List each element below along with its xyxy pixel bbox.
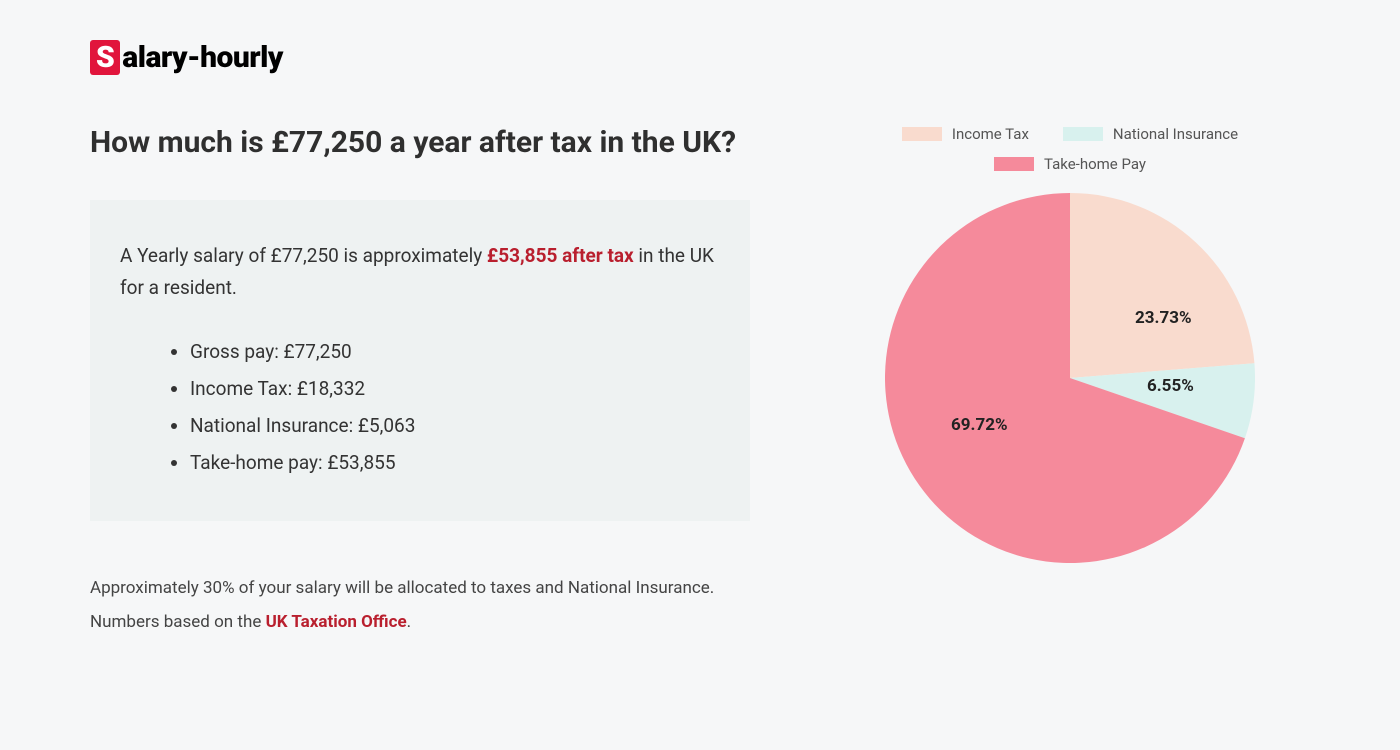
slice-label: 6.55% — [1147, 376, 1194, 396]
slice-label: 23.73% — [1135, 308, 1192, 328]
legend-label: National Insurance — [1113, 125, 1238, 143]
pie-svg — [885, 193, 1255, 563]
legend-label: Income Tax — [952, 125, 1029, 143]
breakdown-list: Gross pay: £77,250 Income Tax: £18,332 N… — [120, 333, 720, 481]
legend-swatch — [1063, 127, 1103, 141]
site-logo: Salary-hourly — [90, 40, 1310, 75]
pie-chart: 23.73% 6.55% 69.72% — [885, 193, 1255, 563]
footnote-line2-prefix: Numbers based on the — [90, 612, 266, 632]
list-item: Income Tax: £18,332 — [190, 370, 720, 407]
footnote: Approximately 30% of your salary will be… — [90, 571, 750, 639]
legend-item: National Insurance — [1063, 125, 1238, 143]
logo-badge: S — [90, 40, 120, 75]
summary-prefix: A Yearly salary of £77,250 is approximat… — [120, 244, 487, 267]
summary-highlight: £53,855 after tax — [487, 244, 634, 267]
footnote-line1: Approximately 30% of your salary will be… — [90, 578, 714, 598]
logo-text: alary-hourly — [122, 40, 283, 75]
legend-label: Take-home Pay — [1044, 155, 1146, 173]
list-item: Take-home pay: £53,855 — [190, 444, 720, 481]
list-item: Gross pay: £77,250 — [190, 333, 720, 370]
legend-swatch — [994, 157, 1034, 171]
page-title: How much is £77,250 a year after tax in … — [90, 125, 750, 160]
legend-swatch — [902, 127, 942, 141]
summary-box: A Yearly salary of £77,250 is approximat… — [90, 200, 750, 521]
left-column: How much is £77,250 a year after tax in … — [90, 125, 750, 639]
tax-office-link[interactable]: UK Taxation Office — [266, 612, 407, 632]
footnote-line2-suffix: . — [407, 612, 411, 632]
legend-item: Income Tax — [902, 125, 1029, 143]
chart-column: Income Tax National Insurance Take-home … — [830, 125, 1310, 639]
legend-item: Take-home Pay — [855, 155, 1285, 173]
list-item: National Insurance: £5,063 — [190, 407, 720, 444]
summary-text: A Yearly salary of £77,250 is approximat… — [120, 240, 720, 305]
main-content: How much is £77,250 a year after tax in … — [90, 125, 1310, 639]
slice-label: 69.72% — [951, 415, 1008, 435]
chart-legend: Income Tax National Insurance Take-home … — [855, 125, 1285, 173]
